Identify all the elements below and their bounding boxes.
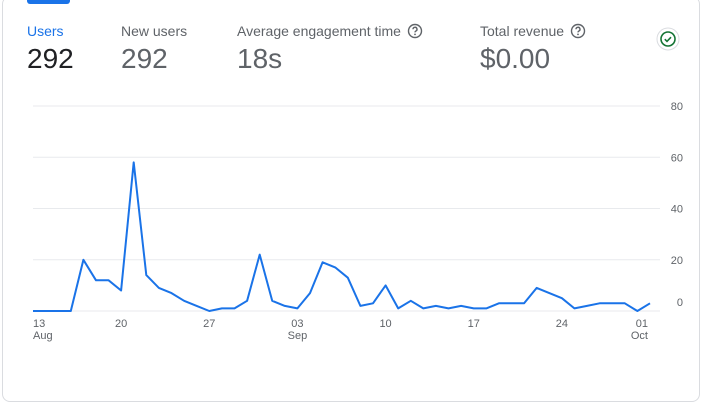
metric-label-row: Total revenue: [480, 22, 586, 40]
x-tick-month: Oct: [631, 330, 648, 342]
metric-value: 18s: [237, 43, 283, 74]
x-tick-month: Sep: [288, 330, 308, 342]
series-line: [33, 161, 651, 312]
y-tick-label: 40: [671, 204, 683, 216]
x-tick-label: 10: [379, 318, 391, 330]
x-tick-label: 17: [468, 318, 480, 330]
card: [2, 0, 700, 402]
status-icon[interactable]: [656, 27, 680, 51]
metric-label: Users: [27, 23, 64, 39]
y-tick-label: 0: [677, 297, 683, 309]
y-tick-label: 80: [671, 101, 683, 113]
metric-label: Average engagement time: [237, 23, 401, 39]
x-tick-month: Aug: [33, 330, 53, 342]
metric-users[interactable]: Users 292: [27, 22, 74, 75]
active-tab-indicator: [27, 0, 70, 4]
metric-label: New users: [121, 23, 188, 39]
metric-engagement[interactable]: Average engagement time 18s: [237, 22, 423, 75]
metric-value: 292: [121, 43, 168, 74]
metric-value: 292: [27, 43, 74, 74]
y-tick-label: 60: [671, 152, 683, 164]
x-tick-label: 24: [556, 318, 568, 330]
metric-label: Total revenue: [480, 23, 565, 39]
x-tick-label: 03: [291, 318, 303, 330]
help-icon[interactable]: [407, 23, 423, 39]
x-tick-label: 20: [115, 318, 127, 330]
help-icon[interactable]: [570, 23, 586, 39]
x-tick-label: 13: [33, 318, 45, 330]
metric-label-row: Average engagement time: [237, 22, 423, 40]
y-tick-label: 20: [671, 255, 683, 267]
metric-new-users[interactable]: New users 292: [121, 22, 187, 75]
x-tick-label: 01: [636, 318, 648, 330]
x-tick-label: 27: [203, 318, 215, 330]
metric-revenue[interactable]: Total revenue $0.00: [480, 22, 586, 75]
metric-value: $0.00: [480, 43, 551, 74]
